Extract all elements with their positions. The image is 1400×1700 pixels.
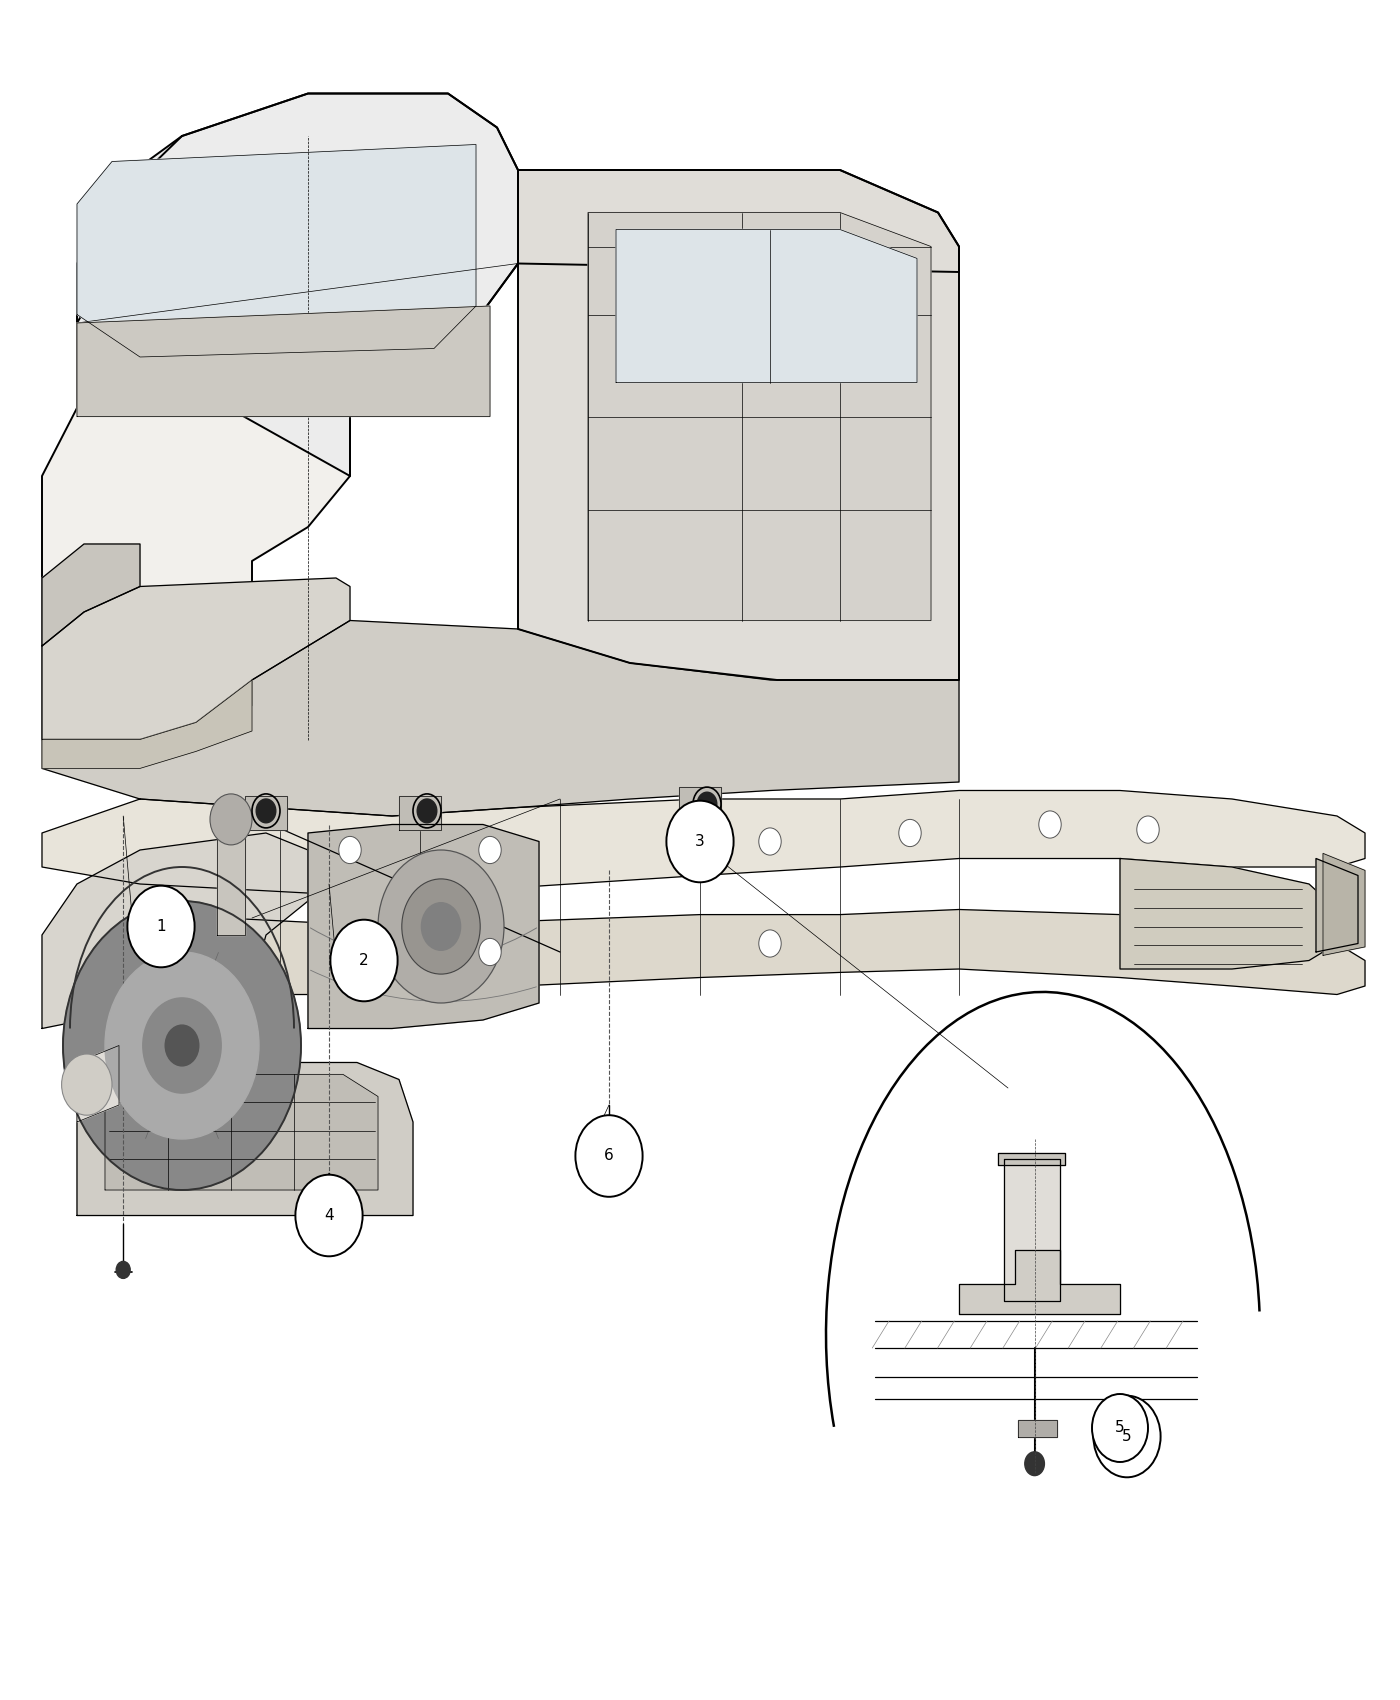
Circle shape [339,938,361,966]
Polygon shape [42,833,308,1028]
Circle shape [1025,1452,1044,1476]
Polygon shape [77,94,959,476]
Circle shape [322,1210,336,1227]
Polygon shape [42,620,959,816]
Polygon shape [308,824,539,1028]
Polygon shape [1316,858,1358,952]
Polygon shape [1018,1420,1057,1436]
Circle shape [127,886,195,967]
Circle shape [479,836,501,864]
Polygon shape [42,790,1365,898]
Polygon shape [998,1153,1065,1165]
Circle shape [63,901,301,1190]
Circle shape [1039,811,1061,838]
Text: 2: 2 [360,954,368,967]
Circle shape [417,799,437,823]
Circle shape [62,1054,112,1115]
Polygon shape [1004,1159,1060,1300]
Polygon shape [1323,853,1365,955]
Polygon shape [399,796,441,830]
Polygon shape [518,170,959,680]
Polygon shape [42,578,350,740]
Circle shape [479,938,501,966]
Polygon shape [42,680,252,768]
Polygon shape [959,1250,1120,1314]
Text: 1: 1 [157,920,165,933]
Polygon shape [105,1074,378,1190]
Polygon shape [224,910,1365,994]
Circle shape [105,952,259,1139]
Polygon shape [1120,858,1337,969]
Text: 6: 6 [605,1149,613,1163]
Circle shape [256,799,276,823]
Circle shape [1137,816,1159,843]
Circle shape [143,998,221,1093]
Circle shape [378,850,504,1003]
Text: 5: 5 [1123,1430,1131,1443]
Circle shape [165,1025,199,1066]
Polygon shape [679,787,721,821]
Circle shape [210,794,252,845]
Circle shape [116,1261,130,1278]
Circle shape [1092,1394,1148,1462]
Polygon shape [42,94,518,740]
Polygon shape [245,796,287,830]
Circle shape [339,836,361,864]
Circle shape [330,920,398,1001]
Polygon shape [217,816,245,935]
Polygon shape [42,544,140,646]
Circle shape [421,903,461,950]
Circle shape [759,828,781,855]
Text: 3: 3 [696,835,704,848]
Polygon shape [77,1046,119,1122]
Polygon shape [616,230,917,382]
Polygon shape [77,1062,413,1216]
Circle shape [602,1134,616,1151]
Circle shape [1093,1396,1161,1477]
Circle shape [295,1175,363,1256]
Text: 5: 5 [1116,1421,1124,1435]
Circle shape [899,819,921,847]
Polygon shape [77,144,476,357]
Polygon shape [588,212,931,620]
Text: 4: 4 [325,1209,333,1222]
Circle shape [666,801,734,882]
Circle shape [402,879,480,974]
Circle shape [759,930,781,957]
Polygon shape [77,306,490,416]
Circle shape [697,792,717,816]
Circle shape [575,1115,643,1197]
